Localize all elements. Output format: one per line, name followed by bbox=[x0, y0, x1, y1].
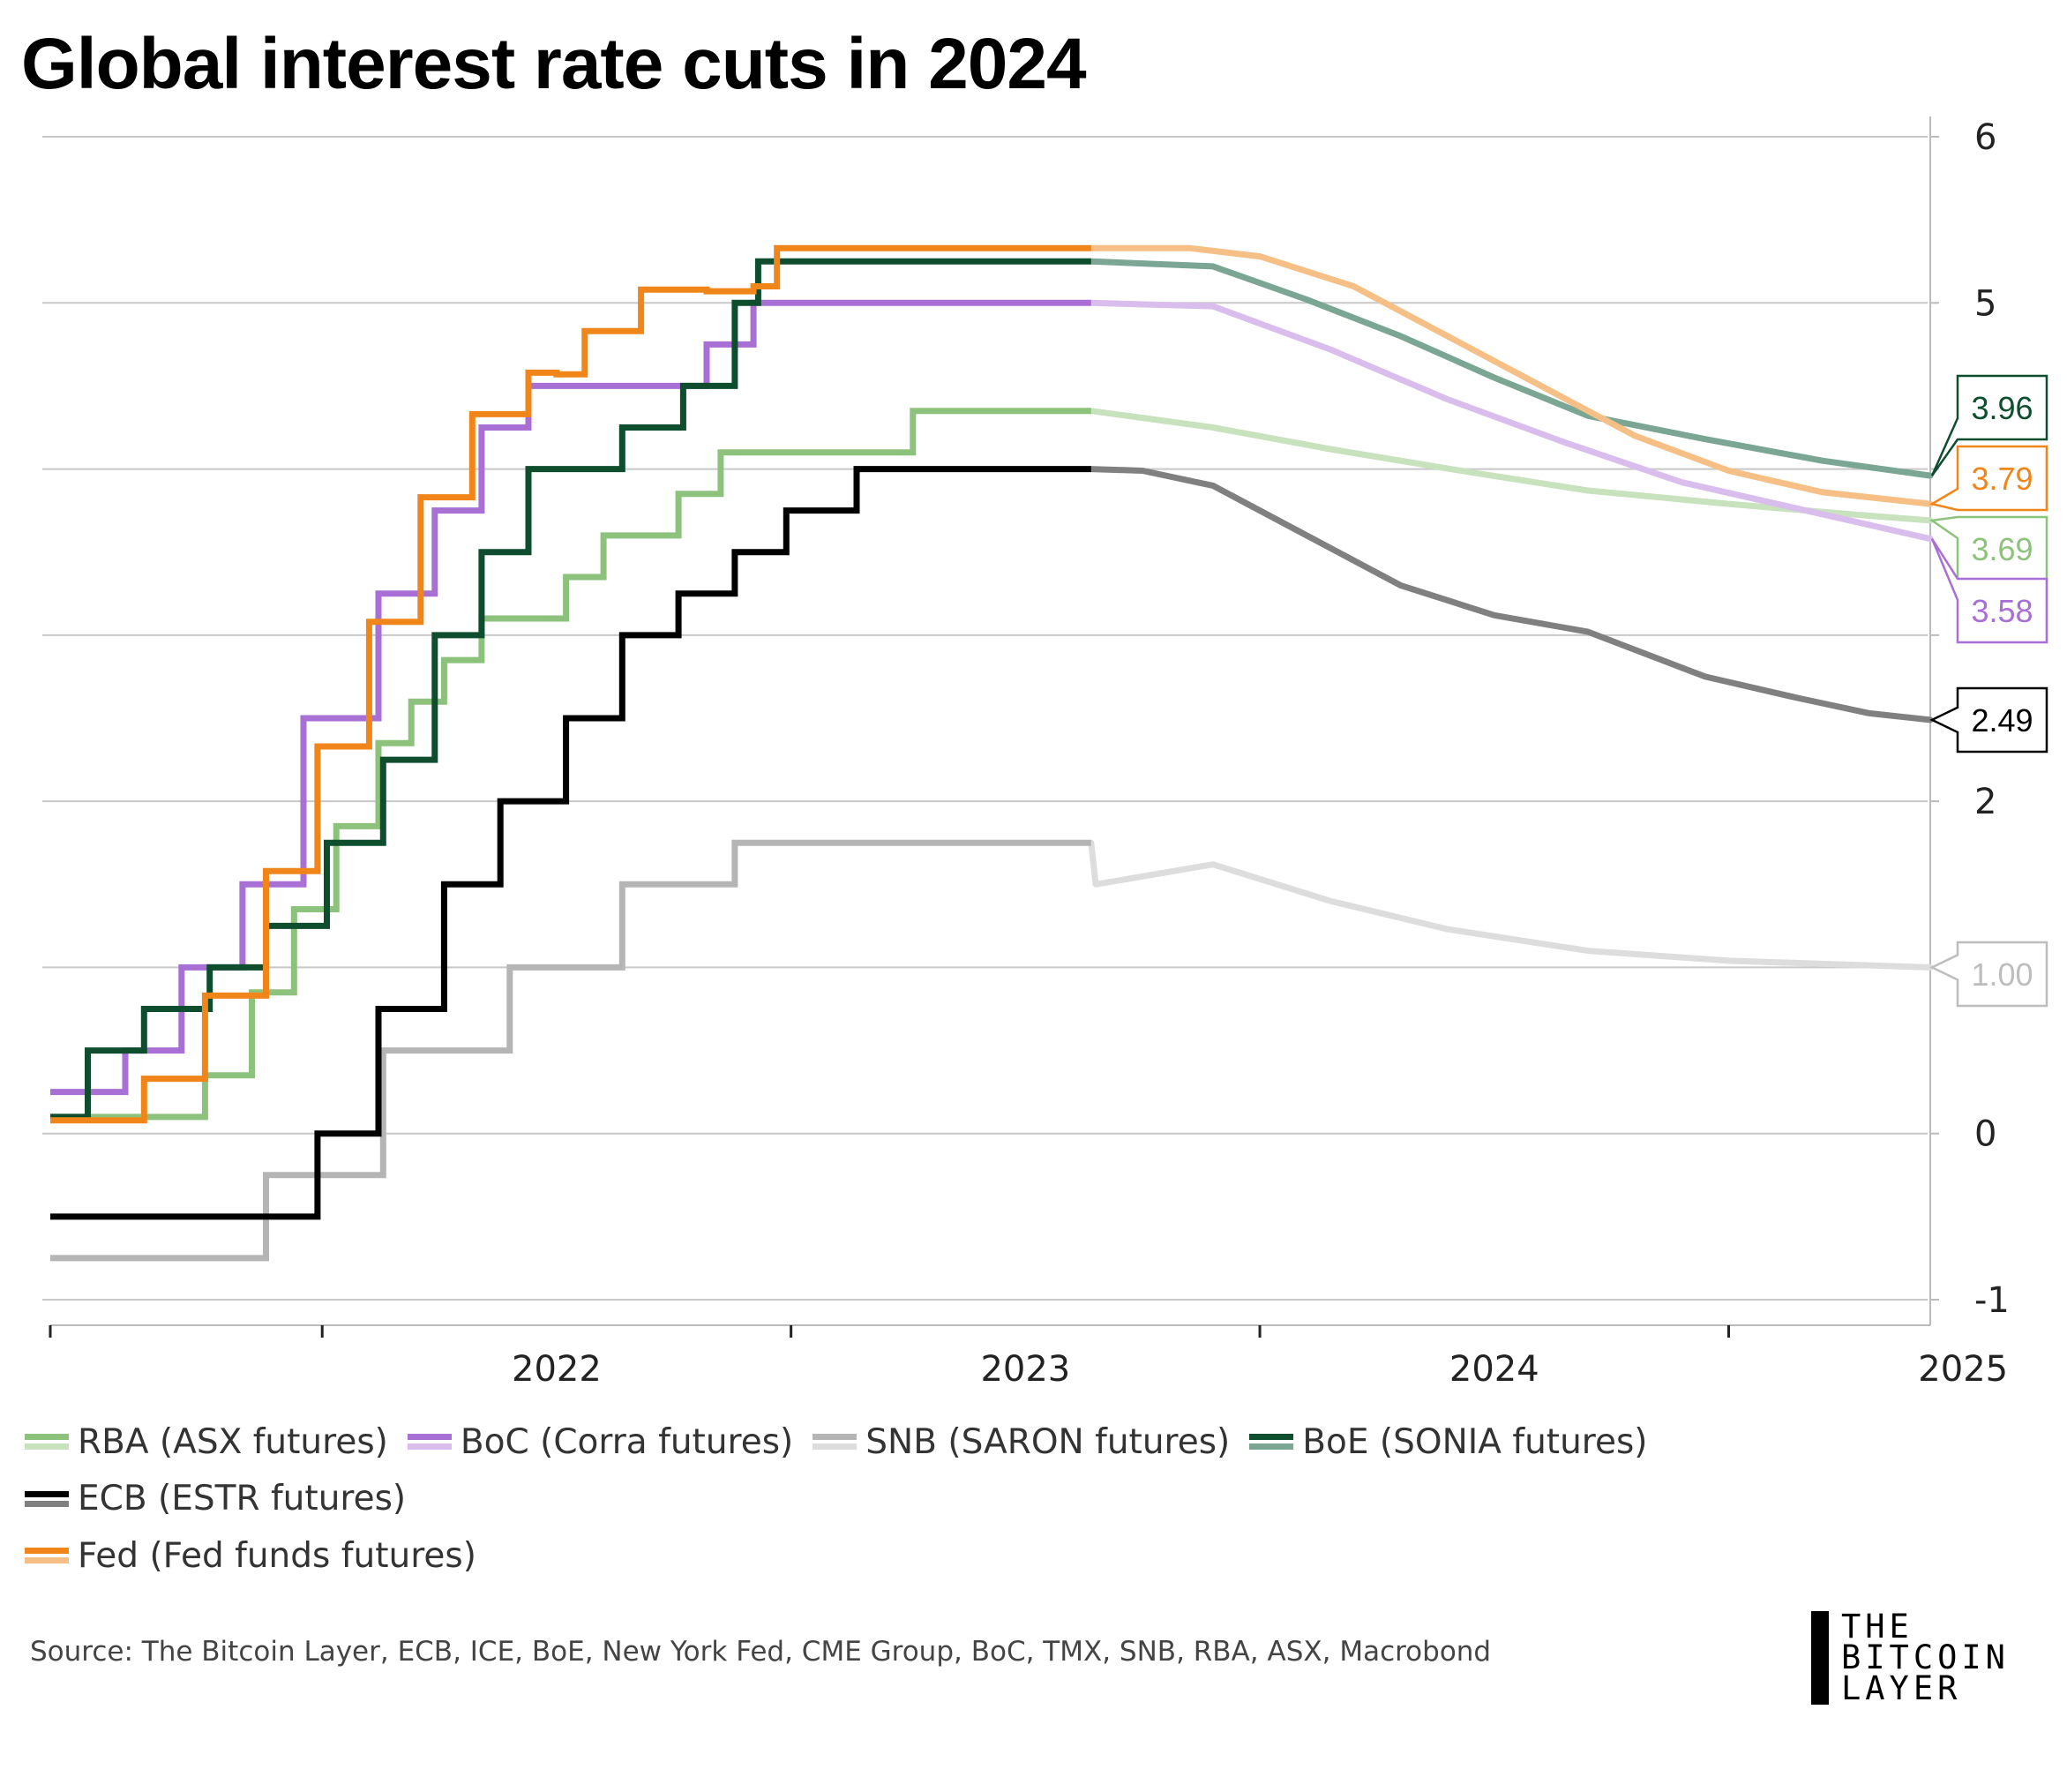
end-label-value: 2.49 bbox=[1971, 702, 2033, 739]
end-label-box bbox=[1928, 445, 2048, 512]
legend-swatch-ecb bbox=[25, 1490, 69, 1507]
legend-item-fed: Fed (Fed funds futures) bbox=[25, 1536, 476, 1576]
line-chart: -1 0 2 5 6 2022 2023 2024 2025 3.96 3.79 3.69 3.58 2… bbox=[42, 116, 2048, 1390]
end-label-boc: 3.58 bbox=[1930, 537, 2048, 644]
series-ecb-forecast bbox=[1088, 466, 1934, 724]
legend-item-snb: SNB (SARON futures) bbox=[813, 1422, 1230, 1462]
series-rba-forecast bbox=[1088, 408, 1934, 524]
legend-item-rba: RBA (ASX futures) bbox=[25, 1422, 388, 1462]
y-tick-label: -1 bbox=[1974, 1280, 2010, 1321]
end-label-box bbox=[1929, 686, 2048, 754]
legend-label-boe: BoE (SONIA futures) bbox=[1302, 1421, 1648, 1462]
legend-swatch-fed bbox=[25, 1548, 69, 1563]
end-value-labels: 3.96 3.79 3.69 3.58 2.49 1.00 bbox=[1928, 374, 2048, 1008]
legend-label-boc: BoC (Corra futures) bbox=[460, 1421, 794, 1462]
legend-swatch-snb bbox=[813, 1434, 858, 1450]
end-label-value: 1.00 bbox=[1971, 956, 2033, 993]
end-label-box bbox=[1929, 941, 2048, 1008]
y-tick-label: 0 bbox=[1974, 1114, 1996, 1155]
logo-bar bbox=[1811, 1611, 1829, 1705]
y-tick-label: 5 bbox=[1974, 283, 1996, 324]
legend-item-ecb: ECB (ESTR futures) bbox=[25, 1479, 406, 1518]
series-snb-history bbox=[50, 839, 1091, 1262]
source-note: Source: The Bitcoin Layer, ECB, ICE, BoE… bbox=[30, 1636, 1492, 1668]
legend-swatch-boe bbox=[1249, 1434, 1294, 1450]
x-tick-label-2025: 2025 bbox=[1918, 1349, 2008, 1390]
bitcoin-layer-logo: THE BITCOIN LAYER bbox=[1811, 1608, 2010, 1707]
series-boc-history bbox=[50, 299, 1091, 1096]
end-label-snb: 1.00 bbox=[1929, 941, 2048, 1008]
series-ecb-history bbox=[50, 466, 1091, 1220]
legend-label-fed: Fed (Fed funds futures) bbox=[78, 1535, 476, 1576]
legend-item-boc: BoC (Corra futures) bbox=[407, 1421, 794, 1462]
logo-line-2: BITCOIN bbox=[1841, 1638, 2010, 1676]
logo-line-1: THE bbox=[1841, 1608, 1913, 1646]
series-snb-forecast bbox=[1088, 839, 1934, 971]
series-boc-forecast bbox=[1088, 299, 1934, 543]
legend-swatch-boc bbox=[407, 1434, 452, 1450]
end-label-box bbox=[1930, 537, 2048, 644]
legend-item-boe: BoE (SONIA futures) bbox=[1249, 1421, 1648, 1462]
logo-line-3: LAYER bbox=[1841, 1669, 1962, 1707]
y-tick-label: 2 bbox=[1974, 782, 1996, 822]
x-tick-label-2023: 2023 bbox=[980, 1349, 1070, 1390]
series-fed-history bbox=[50, 244, 1091, 1124]
legend-label-rba: RBA (ASX futures) bbox=[78, 1421, 388, 1462]
series-boe-history bbox=[50, 258, 1091, 1121]
end-label-ecb: 2.49 bbox=[1929, 686, 2048, 754]
legend: RBA (ASX futures) BoC (Corra futures) SNB … bbox=[25, 1419, 2045, 1590]
y-tick-label: 6 bbox=[1974, 117, 1996, 158]
end-label-rba: 3.69 bbox=[1928, 515, 2048, 582]
end-label-value: 3.58 bbox=[1971, 593, 2033, 629]
axes: -1 0 2 5 6 2022 2023 2024 2025 bbox=[49, 116, 2010, 1390]
x-tick-label-2022: 2022 bbox=[512, 1349, 602, 1390]
series-boe-forecast bbox=[1088, 258, 1934, 479]
series-lines bbox=[50, 244, 1934, 1262]
chart-title: Global interest rate cuts in 2024 bbox=[21, 24, 1087, 104]
logo-text: THE BITCOIN LAYER bbox=[1841, 1608, 2010, 1707]
end-label-value: 3.69 bbox=[1971, 531, 2033, 567]
end-label-value: 3.96 bbox=[1971, 390, 2033, 426]
end-label-value: 3.79 bbox=[1971, 461, 2033, 497]
end-label-boe: 3.96 bbox=[1930, 374, 2048, 476]
legend-swatch-rba bbox=[25, 1434, 69, 1450]
x-tick-label-2024: 2024 bbox=[1449, 1349, 1539, 1390]
legend-label-snb: SNB (SARON futures) bbox=[865, 1421, 1231, 1462]
legend-label-ecb: ECB (ESTR futures) bbox=[78, 1479, 407, 1518]
series-fed-forecast bbox=[1088, 244, 1934, 507]
end-label-box bbox=[1930, 374, 2048, 476]
end-label-fed: 3.79 bbox=[1928, 445, 2048, 512]
series-rba-history bbox=[50, 408, 1091, 1121]
